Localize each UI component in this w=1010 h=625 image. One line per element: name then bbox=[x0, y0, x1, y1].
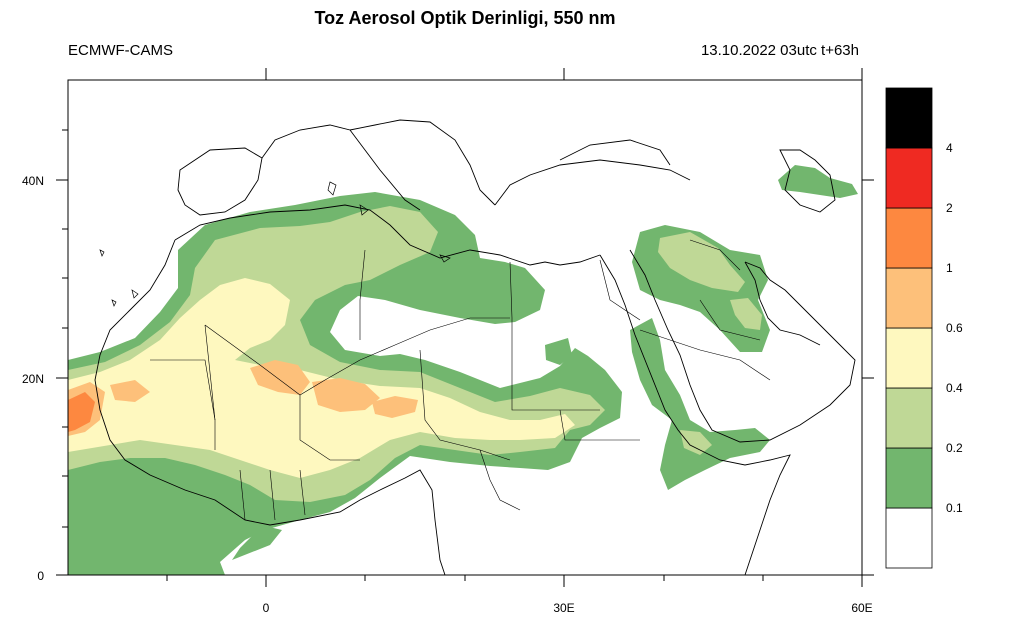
colorbar-label: 4 bbox=[946, 141, 953, 155]
dust-contour-0.6b bbox=[312, 378, 380, 412]
forecast-time-label: 13.10.2022 03utc t+63h bbox=[700, 42, 859, 59]
x-tick-label-0: 0 bbox=[263, 601, 270, 615]
colorbar-swatch bbox=[885, 447, 933, 509]
source-label: ECMWF-CAMS bbox=[68, 42, 173, 59]
y-tick-label-40n: 40N bbox=[22, 174, 44, 188]
map-area bbox=[68, 80, 862, 575]
x-tick-label-60e: 60E bbox=[851, 601, 872, 615]
country-borders bbox=[150, 239, 771, 521]
dust-contour-0.6d bbox=[110, 380, 150, 402]
dust-contour-0.2-horn bbox=[680, 430, 712, 455]
dust-contour-0.1-sudan bbox=[545, 338, 572, 365]
colorbar-label: 2 bbox=[946, 201, 953, 215]
colorbar-swatch bbox=[885, 87, 933, 149]
dust-contour-1 bbox=[68, 392, 95, 432]
dust-contour-0.1-caspian bbox=[778, 165, 858, 198]
colorbar: 0.1 0.2 0.4 0.6 1 2 4 bbox=[885, 87, 963, 569]
colorbar-label: 0.6 bbox=[946, 321, 963, 335]
dust-contour-0.4 bbox=[68, 278, 575, 478]
colorbar-swatch bbox=[885, 387, 933, 449]
colorbar-swatch bbox=[885, 507, 933, 569]
y-tick-label-0: 0 bbox=[37, 569, 44, 583]
coastlines bbox=[94, 119, 856, 575]
colorbar-label: 0.1 bbox=[946, 501, 963, 515]
islands bbox=[99, 181, 451, 307]
colorbar-label: 1 bbox=[946, 261, 953, 275]
dust-contour-0.2-arabia bbox=[658, 232, 745, 292]
x-tick-label-30e: 30E bbox=[553, 601, 574, 615]
colorbar-swatch bbox=[885, 327, 933, 389]
axis-ticks bbox=[56, 68, 874, 587]
colorbar-label: 0.2 bbox=[946, 441, 963, 455]
colorbar-swatch bbox=[885, 147, 933, 209]
colorbar-swatch bbox=[885, 207, 933, 269]
dust-contour-0.2-arabia-east bbox=[730, 298, 762, 330]
colorbar-label: 0.4 bbox=[946, 381, 963, 395]
y-tick-label-20n: 20N bbox=[22, 372, 44, 386]
colorbar-swatch bbox=[885, 267, 933, 329]
map-title: Toz Aerosol Optik Derinligi, 550 nm bbox=[314, 8, 616, 28]
dust-contour-0.1-red-sea bbox=[630, 318, 770, 490]
dust-contour-0.6c bbox=[372, 396, 418, 418]
